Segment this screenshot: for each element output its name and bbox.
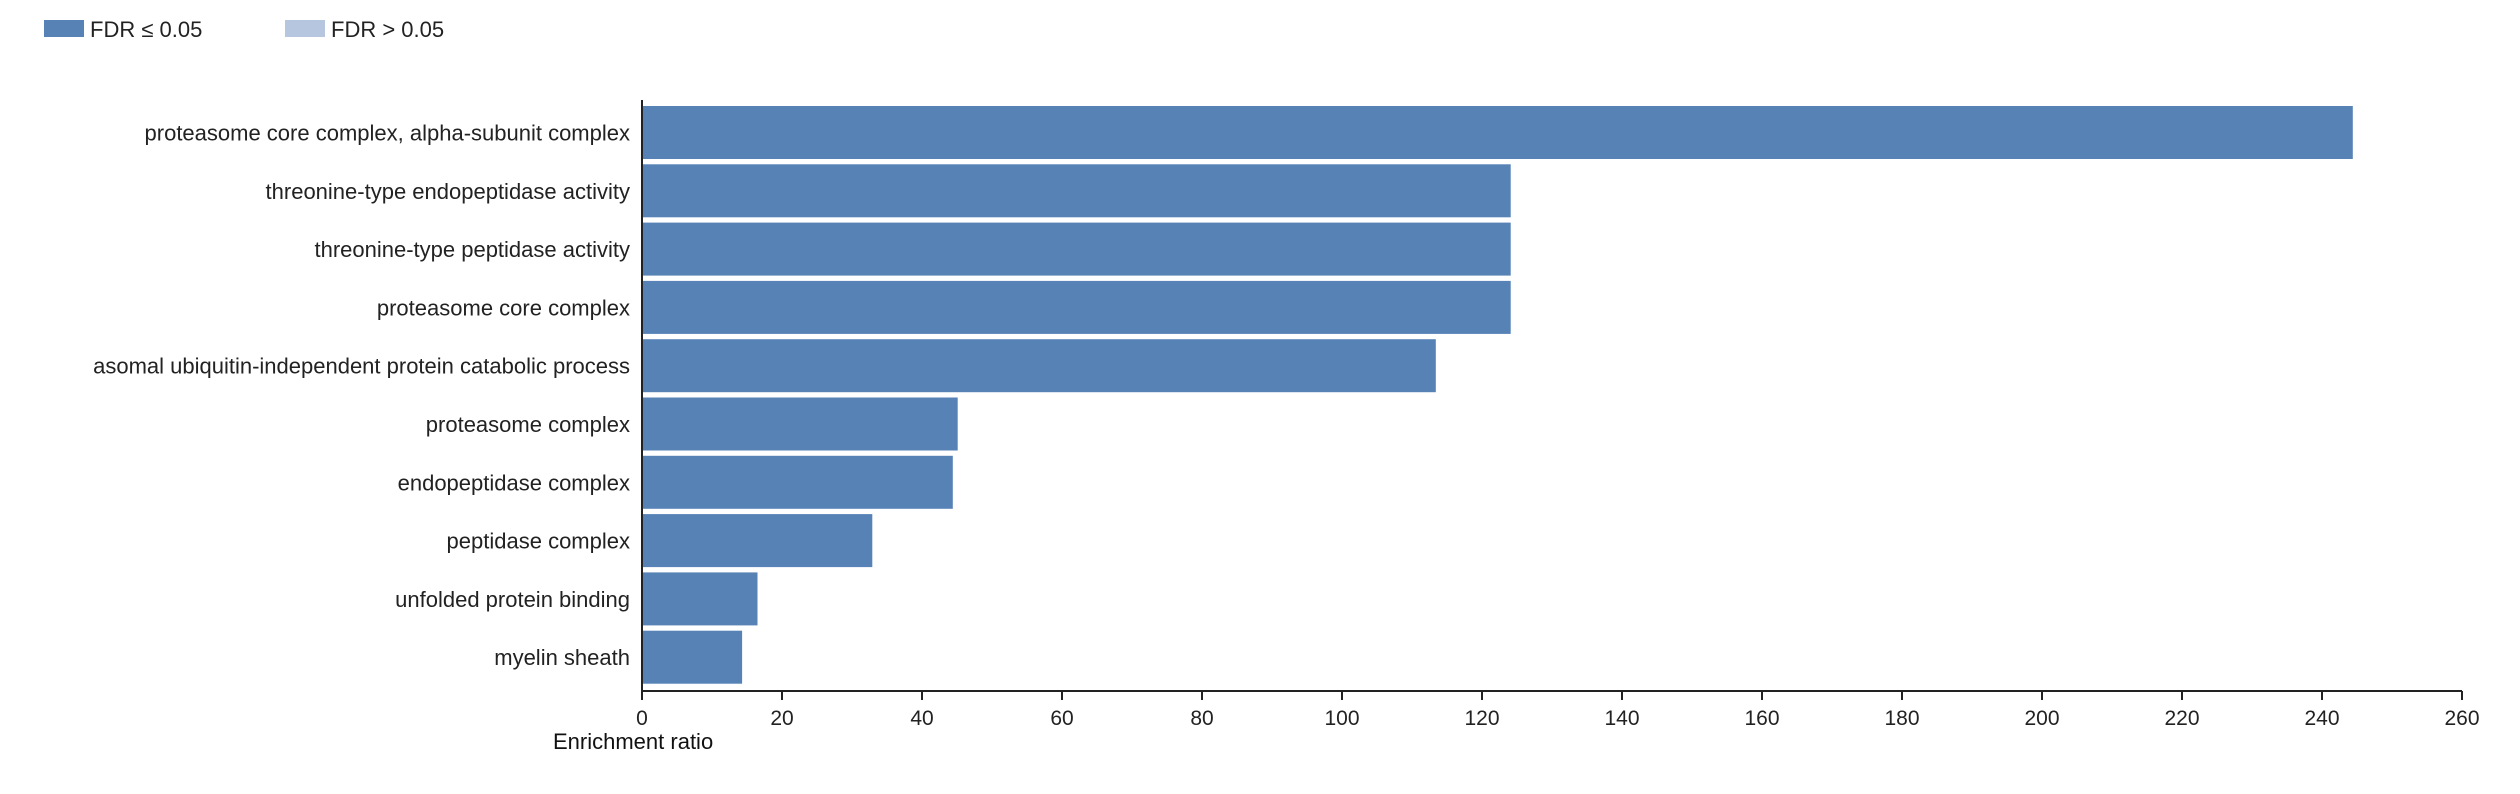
x-tick-label: 0 [636,707,648,730]
x-tick-label: 140 [1604,707,1639,730]
category-label: threonine-type endopeptidase activity [266,179,630,204]
legend-swatch-nonsignificant [285,20,325,37]
x-tick-label: 60 [1050,707,1073,730]
bar-6 [642,397,958,451]
category-label: threonine-type peptidase activity [314,237,630,262]
bar-1 [642,106,2353,159]
category-label: proteasome complex [426,412,630,437]
legend-label-significant: FDR ≤ 0.05 [90,17,202,42]
bar-5 [642,339,1436,393]
category-label: myelin sheath [494,645,630,670]
x-tick-label: 120 [1464,707,1499,730]
x-axis: 0 20 40 60 80 100 120 140 160 180 200 220 240 260 [636,690,2480,730]
x-tick-label: 20 [770,707,793,730]
x-tick-label: 200 [2024,707,2059,730]
category-label: peptidase complex [447,529,630,554]
bar-4 [642,280,1511,334]
category-label: unfolded protein binding [395,587,630,612]
category-labels: proteasome core complex, alpha-subunit c… [93,121,630,671]
bar-9 [642,572,758,626]
x-tick-label: 180 [1884,707,1919,730]
category-label: endopeptidase complex [398,470,630,495]
legend: FDR ≤ 0.05 FDR > 0.05 [44,17,444,42]
x-tick-label: 220 [2164,707,2199,730]
x-tick-label: 80 [1190,707,1213,730]
legend-label-nonsignificant: FDR > 0.05 [331,17,444,42]
x-tick-label: 160 [1744,707,1779,730]
bar-8 [642,514,873,568]
x-tick-label: 260 [2444,707,2479,730]
category-label: proteasome core complex, alpha-subunit c… [145,121,630,146]
x-tick-label: 240 [2304,707,2339,730]
legend-swatch-significant [44,20,84,37]
category-label: asomal ubiquitin-independent protein cat… [93,354,630,379]
x-tick-label: 100 [1324,707,1359,730]
bar-10 [642,630,743,684]
category-label: proteasome core complex [377,295,630,320]
bar-7 [642,455,953,509]
bars [642,106,2353,684]
x-tick-label: 40 [910,707,933,730]
x-axis-title: Enrichment ratio [553,729,713,754]
bar-2 [642,164,1511,218]
bar-3 [642,222,1511,276]
